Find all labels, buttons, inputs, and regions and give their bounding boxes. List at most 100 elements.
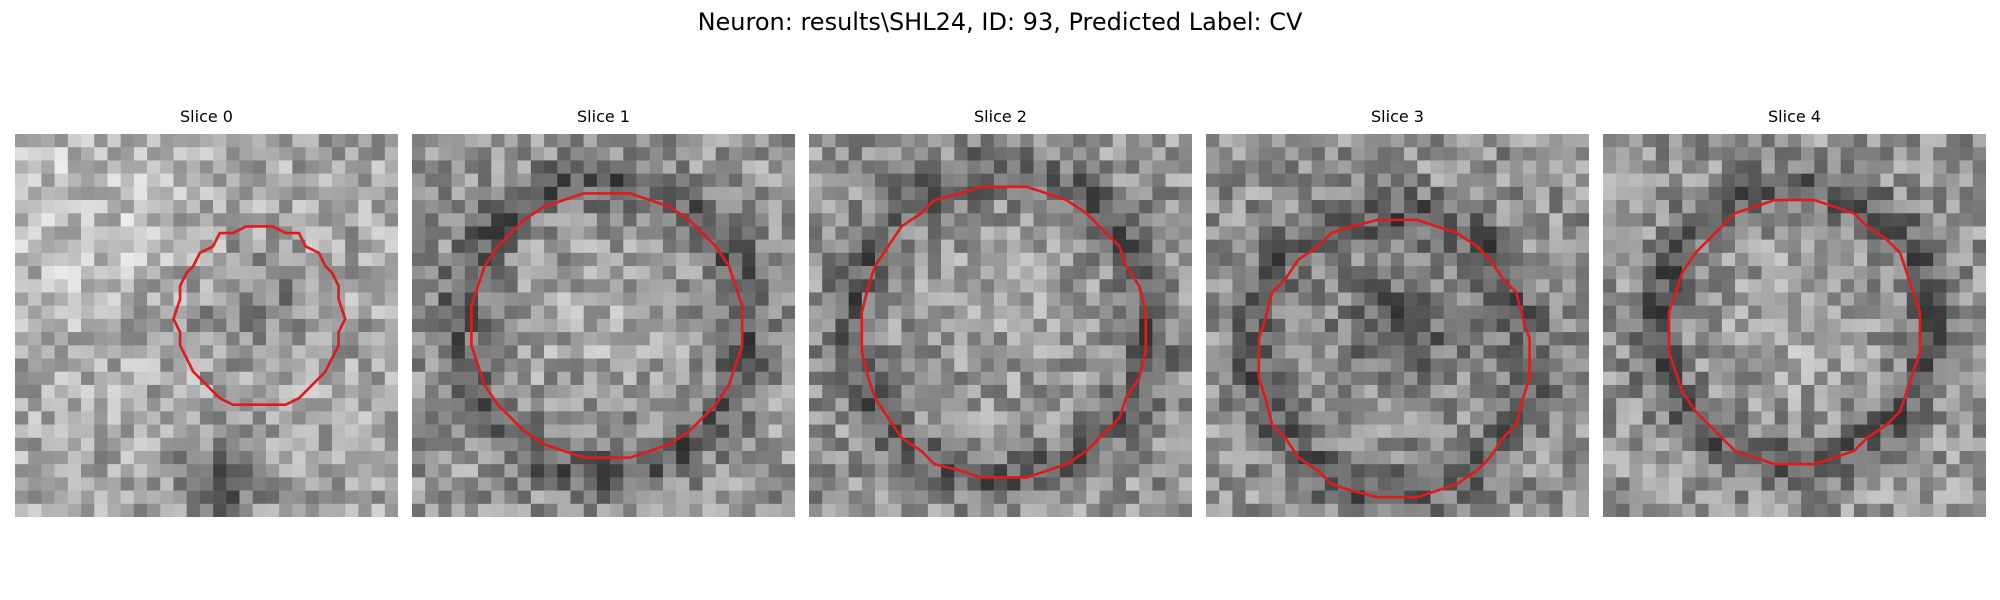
slice-pixel xyxy=(1642,239,1657,254)
slice-pixel xyxy=(1801,252,1815,267)
slice-pixel xyxy=(1840,266,1855,280)
slice-pixel xyxy=(94,134,108,148)
slice-pixel xyxy=(755,398,769,412)
slice-pixel xyxy=(662,464,677,478)
slice-pixel xyxy=(980,450,995,465)
slice-pixel xyxy=(875,464,889,478)
slice-pixel xyxy=(728,332,743,346)
slice-pixel xyxy=(1562,279,1577,293)
slice-pixel xyxy=(1655,279,1670,293)
slice-pixel xyxy=(1562,384,1577,399)
slice-pixel xyxy=(120,424,135,439)
slice-pixel xyxy=(967,213,981,227)
slice-pixel xyxy=(1443,490,1458,505)
slice-pixel xyxy=(1020,358,1034,372)
slice-pixel xyxy=(1787,266,1802,280)
slice-pixel xyxy=(1219,147,1233,161)
slice-pixel xyxy=(464,239,479,254)
slice-pixel xyxy=(252,318,267,333)
slice-pixel xyxy=(1351,384,1365,399)
slice-pixel xyxy=(1496,450,1511,465)
slice-pixel xyxy=(993,292,1008,306)
slice-pixel xyxy=(835,398,849,412)
slice-pixel xyxy=(1616,292,1630,306)
slice-pixel xyxy=(147,332,161,346)
slice-pixel xyxy=(596,213,611,227)
slice-pixel xyxy=(596,384,611,399)
slice-pixel xyxy=(1178,266,1192,280)
slice-pixel xyxy=(888,252,902,267)
slice-pixel xyxy=(530,358,545,372)
slice-pixel xyxy=(1549,252,1563,267)
slice-pixel xyxy=(1324,279,1339,293)
slice-pixel xyxy=(1404,384,1418,399)
slice-pixel xyxy=(15,226,29,240)
slice-pixel xyxy=(1629,490,1643,505)
slice-pixel xyxy=(1390,332,1405,346)
slice-pixel xyxy=(1933,332,1947,346)
slice-pixel xyxy=(1338,160,1352,174)
slice-pixel xyxy=(1007,239,1021,254)
slice-pixel xyxy=(517,252,532,267)
slice-pixel xyxy=(1575,186,1589,201)
slice-pixel xyxy=(1470,398,1484,412)
slice-pixel xyxy=(557,134,571,148)
slice-pixel xyxy=(1483,384,1497,399)
slice-pixel xyxy=(412,160,426,174)
slice-pixel xyxy=(1708,490,1723,505)
slice-pixel xyxy=(570,147,584,161)
slice-pixel xyxy=(1377,226,1392,240)
slice-pixel xyxy=(41,292,55,306)
slice-pixel xyxy=(1483,437,1497,452)
slice-pixel xyxy=(173,384,187,399)
slice-pixel xyxy=(1059,371,1074,386)
slice-pixel xyxy=(1972,239,1986,254)
slice-pixel xyxy=(927,200,942,214)
slice-pixel xyxy=(384,477,398,491)
slice-pixel xyxy=(1086,173,1100,188)
slice-pixel xyxy=(1112,266,1127,280)
slice-pixel xyxy=(371,411,386,425)
slice-pixel xyxy=(1801,424,1815,439)
slice-pixel xyxy=(544,186,558,201)
slice-pixel xyxy=(41,134,55,148)
slice-pixel xyxy=(358,345,372,359)
slice-pixel xyxy=(1880,503,1894,517)
slice-pixel xyxy=(1972,186,1986,201)
slice-pixel xyxy=(1801,358,1815,372)
slice-pixel xyxy=(517,173,532,188)
slice-pixel xyxy=(662,134,677,148)
slice-pixel xyxy=(1046,266,1061,280)
slice-pixel xyxy=(901,173,915,188)
slice-pixel xyxy=(1152,134,1166,148)
slice-pixel xyxy=(371,134,386,148)
slice-pixel xyxy=(1258,450,1273,465)
slice-pixel xyxy=(199,398,214,412)
slice-pixel xyxy=(1086,200,1100,214)
slice-pixel xyxy=(438,345,452,359)
slice-pixel xyxy=(1417,134,1431,148)
slice-pixel xyxy=(1404,358,1418,372)
slice-pixel xyxy=(318,345,333,359)
slice-pixel xyxy=(1046,239,1061,254)
slice-pixel xyxy=(1655,398,1670,412)
slice-pixel xyxy=(1880,160,1894,174)
slice-pixel xyxy=(1629,384,1643,399)
slice-pixel xyxy=(1206,437,1220,452)
slice-pixel xyxy=(28,160,42,174)
slice-pixel xyxy=(438,266,452,280)
slice-pixel xyxy=(1629,173,1643,188)
slice-pixel xyxy=(1073,266,1087,280)
slice-pixel xyxy=(41,252,55,267)
slice-pixel xyxy=(954,332,968,346)
slice-pixel xyxy=(1642,411,1657,425)
slice-pixel xyxy=(742,200,756,214)
slice-pixel xyxy=(1655,318,1670,333)
slice-pixel xyxy=(1946,424,1960,439)
slice-pixel xyxy=(1536,266,1550,280)
slice-pixel xyxy=(331,477,346,491)
slice-pixel xyxy=(160,398,174,412)
slice-pixel xyxy=(1086,186,1100,201)
slice-pixel xyxy=(491,437,505,452)
slice-pixel xyxy=(1669,239,1683,254)
